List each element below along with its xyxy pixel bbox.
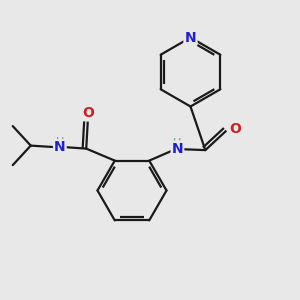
Text: O: O [82,106,94,120]
Text: O: O [229,122,241,136]
Text: H: H [173,138,181,148]
Text: N: N [172,142,183,156]
Text: H: H [56,137,64,147]
Text: N: N [54,140,66,154]
Text: N: N [185,31,196,44]
